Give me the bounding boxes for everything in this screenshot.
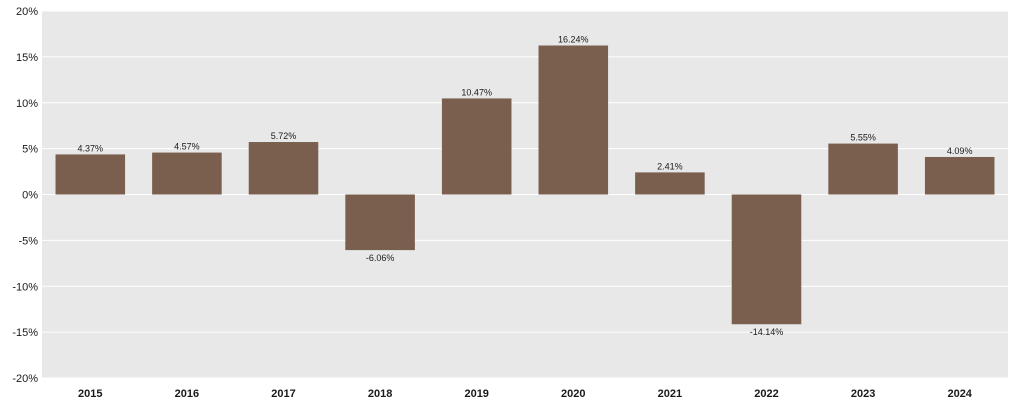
x-axis-tick-labels: 2015 2016 2017 2018 2019 2020 2021 2022 2023 2024 <box>78 388 973 400</box>
data-label: 2.41% <box>657 161 683 171</box>
bar-2017 <box>248 142 319 195</box>
bar-2023 <box>828 143 898 195</box>
data-label: 4.09% <box>947 146 973 156</box>
x-tick-label: 2016 <box>175 388 199 400</box>
data-label: 4.37% <box>78 143 104 153</box>
y-tick-label: -10% <box>12 281 38 293</box>
y-tick-label: -20% <box>12 373 38 385</box>
x-tick-label: 2019 <box>464 388 488 400</box>
x-tick-label: 2023 <box>851 388 875 400</box>
x-tick-label: 2018 <box>368 388 392 400</box>
y-tick-label: 15% <box>16 52 38 64</box>
y-axis-tick-labels: 20% 15% 10% 5% 0% -5% -10% -15% -20% <box>12 6 38 385</box>
x-tick-label: 2017 <box>271 388 295 400</box>
x-tick-label: 2020 <box>561 388 585 400</box>
data-label: 5.72% <box>271 131 297 141</box>
data-label: -14.14% <box>750 327 784 337</box>
gridlines <box>42 10 1008 379</box>
data-label: 5.55% <box>850 133 876 143</box>
bar-2022 <box>731 194 802 325</box>
x-tick-label: 2021 <box>658 388 682 400</box>
y-tick-label: 20% <box>16 6 38 18</box>
bars <box>55 45 995 325</box>
data-labels: 4.37% 4.57% 5.72% -6.06% 10.47% 16.24% 2.41% -1… <box>78 34 973 337</box>
x-tick-label: 2024 <box>947 388 972 400</box>
data-label: 16.24% <box>558 34 589 44</box>
bar-2019 <box>441 98 512 195</box>
y-tick-label: -15% <box>12 327 38 339</box>
y-tick-label: -5% <box>18 235 38 247</box>
bar-2024 <box>924 156 995 195</box>
y-tick-label: 0% <box>22 190 38 202</box>
y-tick-label: 10% <box>16 98 38 110</box>
data-label: 4.57% <box>174 142 200 152</box>
y-tick-label: 5% <box>22 144 38 156</box>
bar-2016 <box>152 152 222 195</box>
bar-2015 <box>55 154 126 195</box>
data-label: -6.06% <box>366 253 395 263</box>
bar-2018 <box>345 194 415 251</box>
bar-2021 <box>635 172 705 195</box>
bar-2020 <box>538 45 609 195</box>
data-label: 10.47% <box>461 87 492 97</box>
x-tick-label: 2022 <box>754 388 778 400</box>
x-tick-label: 2015 <box>78 388 102 400</box>
